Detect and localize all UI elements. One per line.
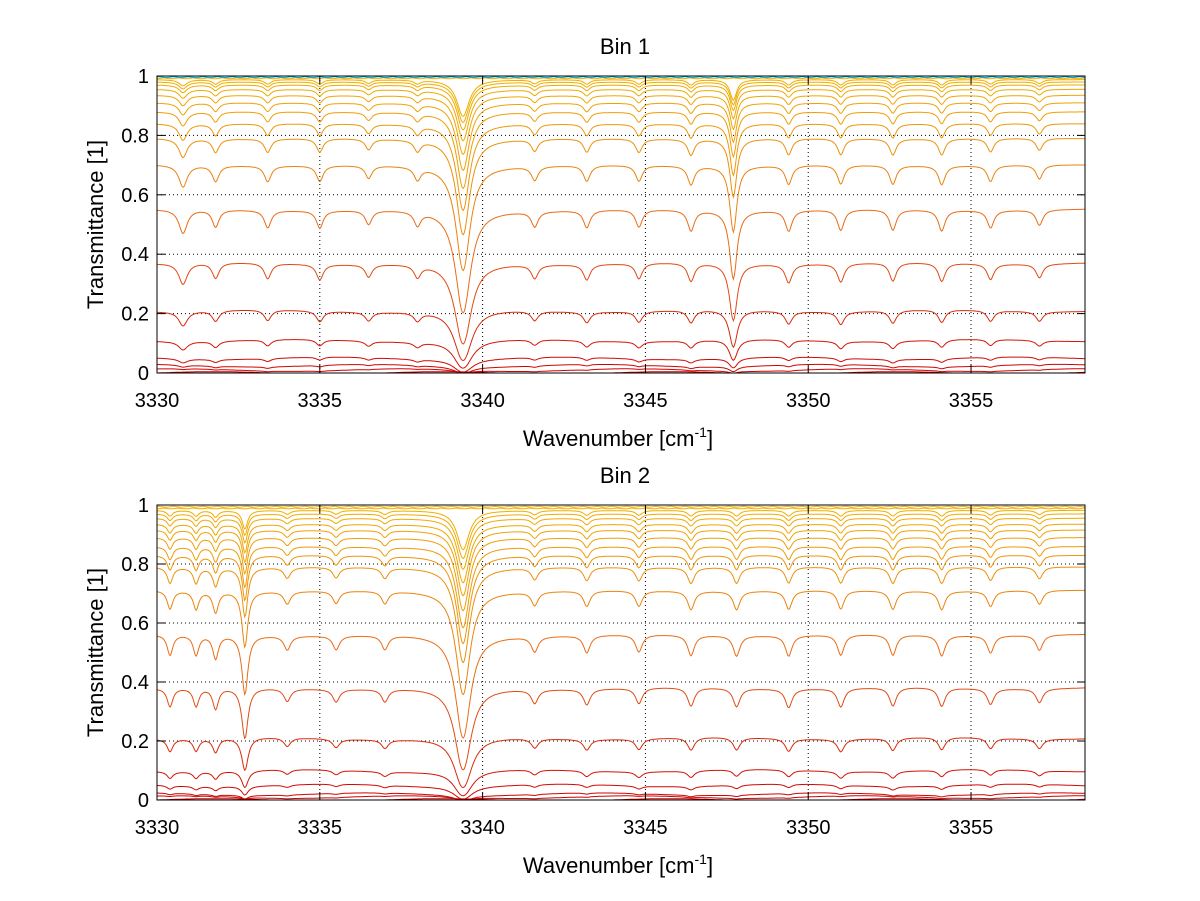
series-line — [157, 111, 1085, 190]
series-line — [157, 529, 1085, 597]
series-line — [157, 737, 1085, 789]
series-line — [157, 687, 1085, 771]
plot-area — [157, 505, 1085, 800]
x-tick-label: 3350 — [786, 817, 831, 839]
y-tick-label: 0 — [138, 790, 149, 812]
x-tick-label: 3345 — [623, 817, 668, 839]
y-tick-label: 0 — [138, 363, 149, 385]
x-axis-label: Wavenumber [cm-1] — [523, 851, 713, 878]
x-tick-label: 3335 — [298, 817, 343, 839]
y-tick-label: 1 — [138, 495, 149, 517]
series-line — [157, 589, 1085, 696]
x-tick-label: 3340 — [460, 817, 505, 839]
series-line — [157, 81, 1085, 124]
y-axis-label: Transmittance [1] — [83, 140, 108, 309]
x-tick-label: 3355 — [949, 390, 994, 412]
x-tick-label: 3355 — [949, 817, 994, 839]
plot-area — [157, 76, 1085, 373]
series-line — [157, 123, 1085, 212]
y-tick-label: 0.4 — [121, 672, 149, 694]
y-tick-label: 1 — [138, 66, 149, 88]
series-line — [157, 84, 1085, 131]
x-tick-label: 3340 — [460, 390, 505, 412]
series-line — [157, 76, 1085, 78]
series-line — [157, 537, 1085, 612]
series-line — [157, 310, 1085, 362]
chart-title: Bin 1 — [600, 34, 650, 59]
panel-1: 3330 3335 3340 3345 3350 3355 0 0.2 0.4 0.6 0.8 1 Bi… — [83, 34, 1086, 451]
series-line — [157, 164, 1085, 272]
axes-box — [156, 504, 1086, 801]
chart-title: Bin 2 — [600, 463, 650, 488]
series-line — [157, 523, 1085, 584]
series-line — [157, 79, 1085, 117]
series-line — [157, 356, 1085, 373]
panel-2: 3330 3335 3340 3345 3350 3355 0 0.2 0.4 0.6 0.8 1 Bi… — [83, 463, 1086, 878]
series-line — [157, 517, 1085, 570]
series-line — [157, 783, 1085, 800]
series-line — [157, 88, 1085, 142]
series-line — [157, 513, 1085, 560]
series-line — [157, 792, 1085, 800]
y-tick-label: 0.2 — [121, 304, 149, 326]
series-line — [157, 507, 1085, 510]
y-tick-label: 0.6 — [121, 185, 149, 207]
y-tick-label: 0.6 — [121, 613, 149, 635]
x-tick-label: 3330 — [135, 390, 180, 412]
series-line — [157, 566, 1085, 664]
y-axis-label: Transmittance [1] — [83, 568, 108, 737]
y-tick-label: 0.4 — [121, 244, 149, 266]
series-line — [157, 262, 1085, 345]
series-line — [157, 102, 1085, 172]
series-line — [157, 505, 1085, 508]
axes-box — [156, 75, 1086, 374]
x-tick-label: 3350 — [786, 390, 831, 412]
x-tick-label: 3345 — [623, 390, 668, 412]
x-axis-label: Wavenumber [cm-1] — [523, 424, 713, 451]
series-line — [157, 634, 1085, 739]
series-line — [157, 546, 1085, 629]
series-line — [157, 339, 1085, 369]
x-tick-label: 3335 — [298, 390, 343, 412]
series-line — [157, 368, 1085, 373]
y-tick-label: 0.8 — [121, 554, 149, 576]
series-line — [157, 363, 1085, 373]
series-line — [157, 138, 1085, 236]
series-line — [157, 555, 1085, 645]
series-line — [157, 208, 1085, 314]
y-tick-label: 0.8 — [121, 125, 149, 147]
series-line — [157, 795, 1085, 800]
x-tick-label: 3330 — [135, 817, 180, 839]
series-line — [157, 77, 1085, 80]
series-group — [157, 76, 1085, 373]
series-line — [157, 769, 1085, 797]
series-line — [157, 94, 1085, 155]
series-line — [157, 509, 1085, 551]
y-tick-label: 0.2 — [121, 731, 149, 753]
